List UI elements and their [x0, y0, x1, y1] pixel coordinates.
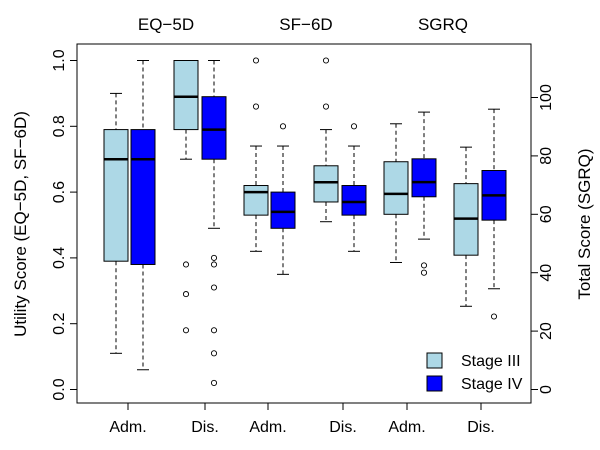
- y-axis-label-right: Total Score (SGRQ): [575, 148, 594, 299]
- box-stage-iv-5: [411, 111, 437, 276]
- legend-swatch-stage-iv: [426, 375, 443, 392]
- iqr-box: [383, 161, 409, 215]
- outlier-point: [182, 327, 190, 334]
- box-stage-iv-2: [201, 60, 227, 386]
- legend: Stage III Stage IV: [426, 352, 523, 393]
- x-tick-label-sgrq-adm: Adm.: [388, 419, 425, 436]
- legend-label-stage-iii: Stage III: [461, 353, 521, 370]
- axes-layer: 0.0 0.2 0.4 0.6 0.8 1.0 0 20 40 60 80 100: [51, 49, 555, 410]
- y-tick-label-left: 1.0: [51, 49, 68, 71]
- iqr-box: [201, 96, 227, 160]
- y-tick-label-right: 100: [538, 84, 555, 111]
- y-tick-label-right: 80: [538, 147, 555, 165]
- outlier-point: [490, 313, 498, 320]
- iqr-box: [173, 60, 199, 131]
- y-tick-label-right: 0: [538, 385, 555, 394]
- y-tick-label-left: 0.0: [51, 378, 68, 400]
- y-tick-label-right: 60: [538, 205, 555, 223]
- panel-title-sf6d: SF−6D: [279, 15, 332, 34]
- outlier-point: [182, 291, 190, 298]
- y-tick-label-left: 0.6: [51, 181, 68, 203]
- y-tick-label-right: 20: [538, 322, 555, 340]
- outlier-point: [210, 284, 218, 291]
- x-tick-label-sf6d-dis: Dis.: [329, 419, 357, 436]
- y-tick-label-left: 0.4: [51, 247, 68, 269]
- x-tick-label-eq5d-dis: Dis.: [191, 419, 219, 436]
- box-stage-iii-4: [313, 57, 339, 223]
- box-stage-iv-3: [270, 123, 296, 275]
- box-stage-iii-2: [173, 60, 199, 334]
- y-axis-label-left: Utility Score (EQ−5D, SF−6D): [11, 111, 30, 337]
- iqr-box: [341, 185, 367, 216]
- panel-title-eq5d: EQ−5D: [138, 15, 194, 34]
- legend-swatch-stage-iii: [426, 352, 443, 369]
- y-tick-label-left: 0.8: [51, 115, 68, 137]
- box-stage-iii-3: [243, 57, 269, 252]
- outlier-point: [210, 379, 218, 386]
- boxes-layer: [103, 57, 507, 386]
- iqr-box: [243, 185, 269, 216]
- panel-title-sgrq: SGRQ: [418, 15, 468, 34]
- iqr-box: [130, 129, 156, 265]
- box-stage-iii-5: [383, 123, 409, 263]
- outlier-point: [252, 57, 260, 64]
- box-stage-iv-6: [481, 108, 507, 320]
- outlier-point: [210, 254, 218, 261]
- x-tick-label-eq5d-adm: Adm.: [109, 419, 146, 436]
- x-tick-label-sf6d-adm: Adm.: [249, 419, 286, 436]
- legend-label-stage-iv: Stage IV: [461, 376, 523, 393]
- outlier-point: [182, 261, 190, 268]
- y-tick-label-right: 40: [538, 264, 555, 282]
- outlier-point: [210, 350, 218, 357]
- outlier-point: [210, 327, 218, 334]
- iqr-box: [313, 165, 339, 203]
- outlier-point: [252, 103, 260, 110]
- outlier-point: [322, 57, 330, 64]
- box-stage-iv-4: [341, 123, 367, 252]
- x-tick-label-sgrq-dis: Dis.: [467, 419, 495, 436]
- outlier-point: [279, 123, 287, 130]
- box-stage-iii-6: [453, 146, 479, 307]
- outlier-point: [350, 123, 358, 130]
- iqr-box: [103, 129, 129, 262]
- iqr-box: [411, 158, 437, 198]
- outlier-point: [420, 269, 428, 276]
- outlier-point: [420, 262, 428, 269]
- box-stage-iv-1: [130, 60, 156, 371]
- box-stage-iii-1: [103, 92, 129, 354]
- outlier-point: [210, 261, 218, 268]
- iqr-box: [270, 191, 296, 229]
- y-tick-label-left: 0.2: [51, 312, 68, 334]
- outlier-point: [322, 103, 330, 110]
